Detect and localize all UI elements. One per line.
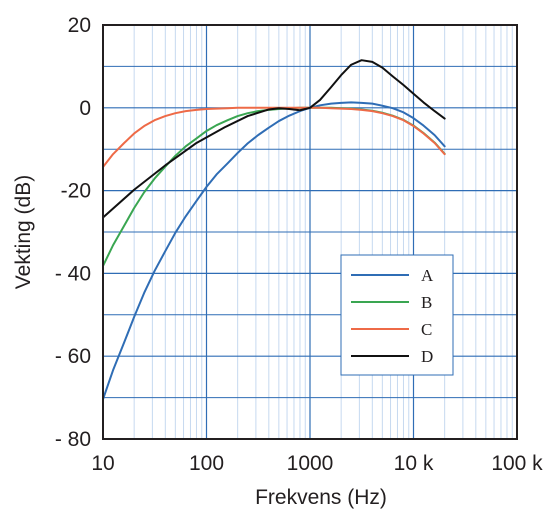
y-tick-label: -20 (61, 180, 91, 203)
plot-frame (102, 24, 518, 440)
x-axis-label: Frekvens (Hz) (255, 486, 387, 509)
y-tick-label: 0 (79, 97, 91, 120)
x-tick-label: 100 k (491, 452, 543, 475)
x-tick-label: 1000 (287, 452, 334, 475)
series-line-a (102, 101, 446, 401)
y-tick-label: - 60 (55, 345, 91, 368)
legend-label-b: B (421, 293, 432, 312)
legend-label-d: D (421, 347, 433, 366)
series-lines (102, 59, 446, 401)
y-tick-labels: 20 0 -20 - 40 - 60 - 80 (55, 14, 91, 451)
x-tick-label: 100 (189, 452, 224, 475)
x-tick-label: 10 k (394, 452, 434, 475)
legend-label-c: C (421, 320, 432, 339)
y-axis-label: Vekting (dB) (12, 175, 35, 289)
legend-label-a: A (421, 266, 434, 285)
x-tick-labels: 10 100 1000 10 k 100 k (91, 452, 543, 475)
y-tick-label: - 40 (55, 262, 91, 285)
y-tick-label: - 80 (55, 428, 91, 451)
series-line-c (102, 106, 446, 168)
series-line-d (102, 59, 446, 219)
y-tick-label: 20 (68, 14, 91, 37)
x-tick-label: 10 (91, 452, 114, 475)
